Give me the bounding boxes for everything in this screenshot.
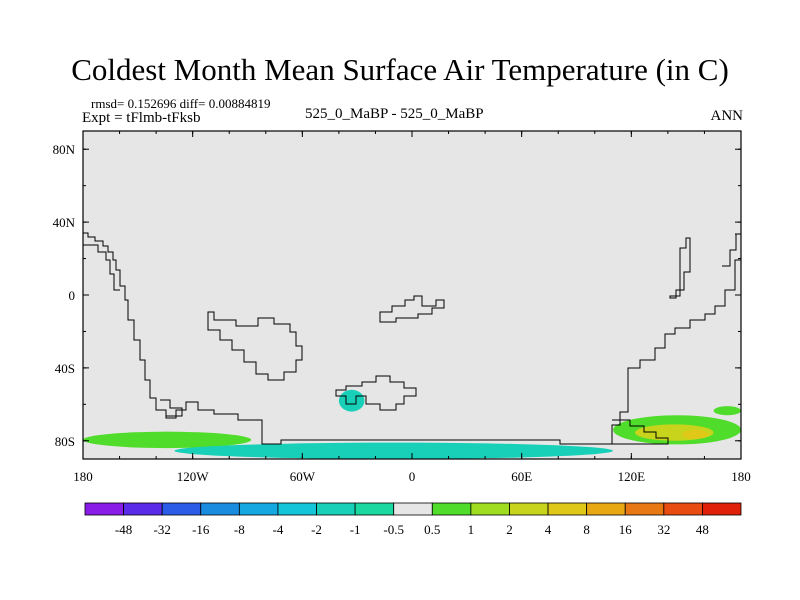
axes: 180 120W 60W 0 60E 120E 180 80N 40N 0 40S 80S xyxy=(53,130,751,484)
colorbar-label: -8 xyxy=(234,522,245,537)
colorbar-swatch xyxy=(277,502,317,516)
colorbar-label: 48 xyxy=(696,522,709,537)
y-tick-label: 80S xyxy=(55,434,75,449)
anomaly-region-sw-pacific-patch xyxy=(713,406,741,416)
colorbar-swatch xyxy=(393,502,433,516)
coastlines xyxy=(83,232,741,445)
colorbar-swatch xyxy=(509,502,549,516)
colorbar-label: -16 xyxy=(192,522,210,537)
coastline-antarctic-west xyxy=(160,399,183,417)
colorbar-label: -48 xyxy=(115,522,132,537)
case-label: 525_0_MaBP - 525_0_MaBP xyxy=(305,106,484,122)
chart-title: Coldest Month Mean Surface Air Temperatu… xyxy=(71,52,729,87)
colorbar-swatch xyxy=(663,502,703,516)
stats-readout: rmsd= 0.152696 diff= 0.00884819 xyxy=(91,96,271,111)
x-tick-label: 180 xyxy=(731,469,751,484)
colorbar-swatch xyxy=(200,502,240,516)
colorbar-swatch xyxy=(123,502,163,516)
colorbar-label: 4 xyxy=(545,522,552,537)
colorbar-swatch xyxy=(316,502,356,516)
x-tick-label: 0 xyxy=(409,469,416,484)
colorbar-label: 8 xyxy=(583,522,590,537)
colorbar-swatch xyxy=(84,502,124,516)
anomaly-region-antarctic-shelf-cooling xyxy=(174,442,614,459)
colorbar-label: -0.5 xyxy=(383,522,404,537)
y-tick-label: 0 xyxy=(69,288,76,303)
y-tick-label: 40S xyxy=(55,361,75,376)
colorbar-swatch xyxy=(547,502,588,516)
colorbar-label: 0.5 xyxy=(424,522,440,537)
x-tick-label: 60E xyxy=(511,469,532,484)
coastline-landmass-a xyxy=(207,311,303,381)
colorbar-label: 1 xyxy=(468,522,475,537)
colorbar-label: 2 xyxy=(506,522,513,537)
map-background xyxy=(83,131,741,459)
coastline-landmass-c xyxy=(335,375,417,411)
x-tick-label: 120E xyxy=(618,469,646,484)
coastline-antarctic-east xyxy=(612,419,669,445)
x-tick-label: 180 xyxy=(73,469,93,484)
colorbar-label: 16 xyxy=(619,522,633,537)
coastline-east-ridge xyxy=(722,233,741,267)
colorbar: -48 -32 -16 -8 -4 -2 -1 -0.5 0.5 1 2 4 8 16 32 48 xyxy=(84,502,742,537)
colorbar-swatch xyxy=(702,502,742,516)
anomaly-region-island-cooling xyxy=(338,389,365,412)
colorbar-label: -1 xyxy=(350,522,361,537)
y-tick-label: 40N xyxy=(53,215,76,230)
colorbar-swatch xyxy=(470,502,510,516)
colorbar-swatch xyxy=(431,502,472,516)
coastline-landmass-b xyxy=(379,295,445,323)
x-tick-label: 120W xyxy=(177,469,210,484)
coastline-west-continent xyxy=(83,232,741,445)
y-tick-label: 80N xyxy=(53,142,76,157)
season-label: ANN xyxy=(710,108,744,124)
colorbar-swatch xyxy=(624,502,665,516)
colorbar-label: -4 xyxy=(273,522,284,537)
anomaly-region-southern-ocean-hot-spot xyxy=(682,429,709,439)
colorbar-swatch xyxy=(161,502,202,516)
colorbar-swatch xyxy=(354,502,395,516)
colorbar-label: -32 xyxy=(154,522,171,537)
experiment-label: Expt = tFlmb-tFksb xyxy=(82,110,201,126)
coastline-west-panhandle xyxy=(83,244,120,291)
colorbar-label: 32 xyxy=(657,522,670,537)
x-tick-label: 60W xyxy=(290,469,316,484)
colorbar-swatch xyxy=(238,502,279,516)
colorbar-swatch xyxy=(586,502,626,516)
coastline-island-pacific-east xyxy=(669,237,691,299)
anomaly-region-southern-ocean-band-west xyxy=(83,431,252,449)
colorbar-label: -2 xyxy=(311,522,322,537)
